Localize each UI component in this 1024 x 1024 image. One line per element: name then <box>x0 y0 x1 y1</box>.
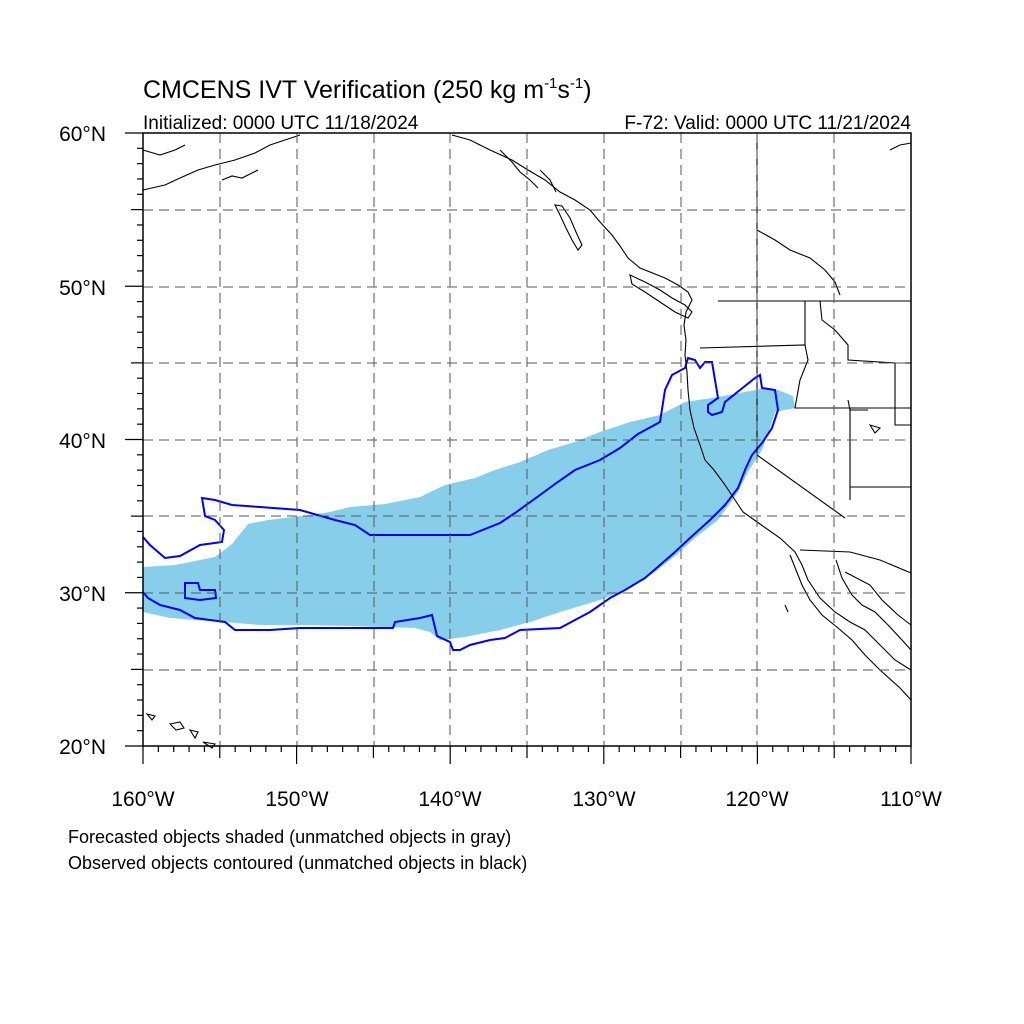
map-title: CMCENS IVT Verification (250 kg m-1s-1) <box>143 75 592 104</box>
observed-ivt-contour <box>142 356 780 651</box>
y-axis-labels: 60°N 50°N 40°N 30°N 20°N <box>59 123 106 759</box>
gridlines <box>143 133 911 746</box>
x-tick-label: 130°W <box>572 788 635 811</box>
x-tick-label: 110°W <box>880 788 942 811</box>
observed-ivt-contour-island <box>184 582 218 602</box>
initialized-label: Initialized: 0000 UTC 11/18/2024 <box>143 113 419 134</box>
y-tick-label: 50°N <box>59 277 106 300</box>
x-tick-label: 120°W <box>725 788 788 811</box>
y-tick-label: 40°N <box>59 430 106 453</box>
x-tick-label: 160°W <box>111 788 174 811</box>
legend-forecast-note: Forecasted objects shaded (unmatched obj… <box>68 827 512 847</box>
axis-ticks <box>125 132 912 764</box>
x-axis-labels: 160°W 150°W 140°W 130°W 120°W 110°W <box>111 788 942 811</box>
forecast-ivt-object <box>143 388 795 640</box>
x-tick-label: 150°W <box>265 788 328 811</box>
legend-observed-note: Observed objects contoured (unmatched ob… <box>68 853 528 873</box>
y-tick-label: 20°N <box>59 736 106 759</box>
x-tick-label: 140°W <box>418 788 481 811</box>
y-tick-label: 60°N <box>59 123 106 146</box>
valid-time-label: F-72: Valid: 0000 UTC 11/21/2024 <box>624 113 911 134</box>
y-tick-label: 30°N <box>59 583 106 606</box>
